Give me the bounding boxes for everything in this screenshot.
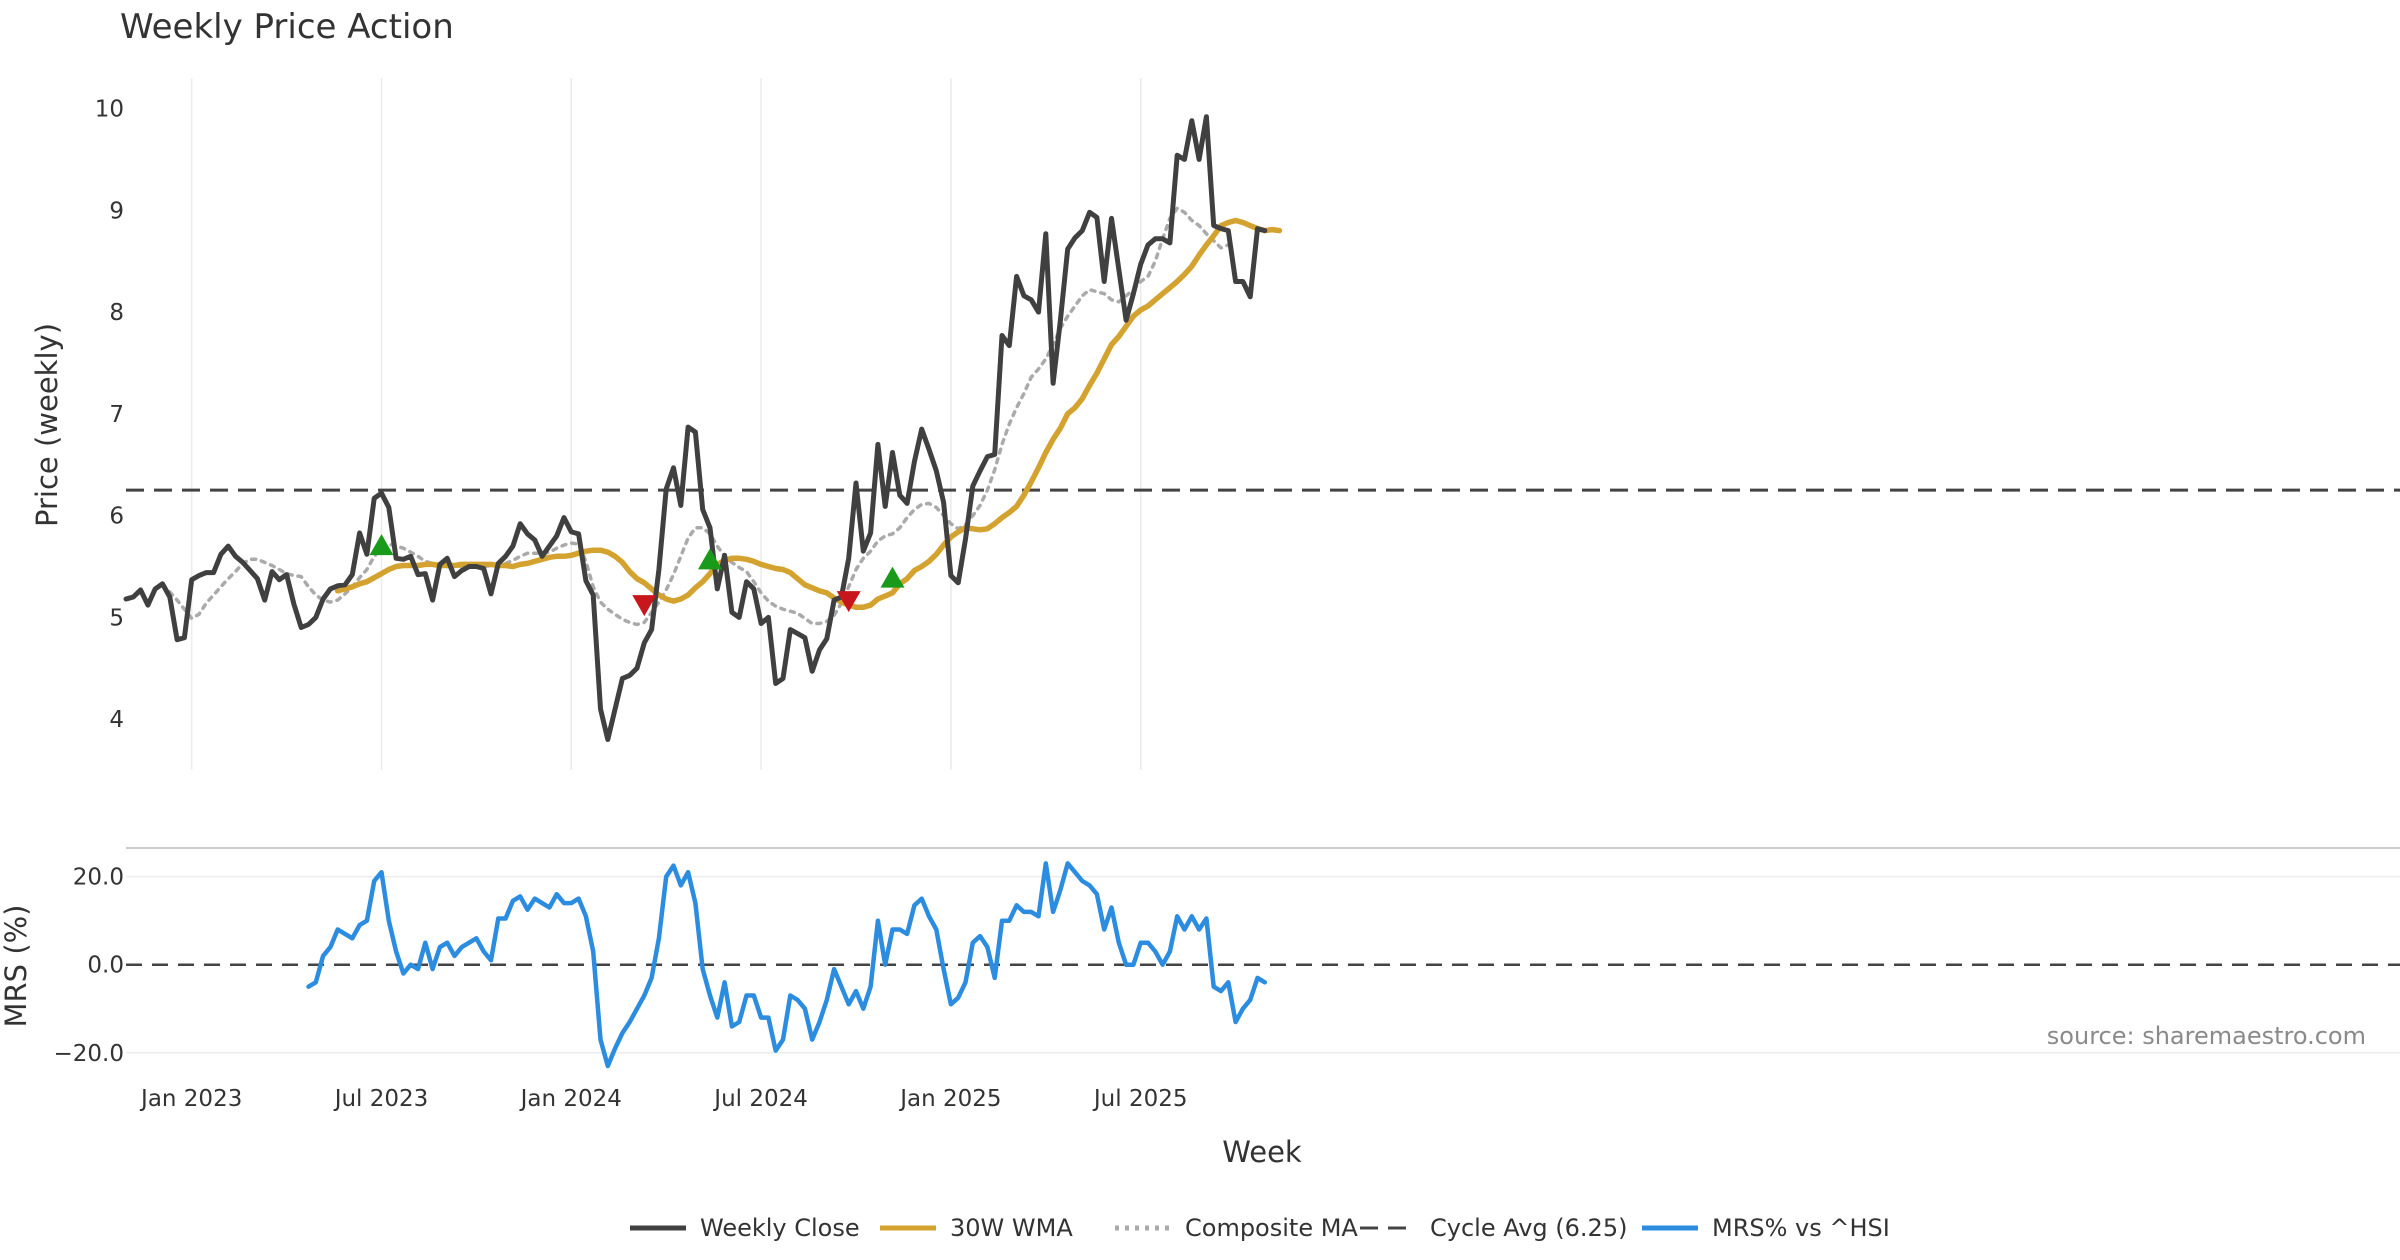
price-y-tick-label: 5	[109, 605, 124, 631]
price-panel: 4 5 6 7 8 9 10	[95, 78, 2400, 770]
legend-item: Cycle Avg (6.25)	[1360, 1214, 1627, 1242]
x-tick-label: Jan 2025	[898, 1086, 1001, 1112]
price-y-tick-label: 7	[109, 402, 124, 428]
legend-label: MRS% vs ^HSI	[1712, 1214, 1890, 1242]
price-y-axis-title: Price (weekly)	[30, 323, 64, 527]
source-annotation: source: sharemaestro.com	[2047, 1022, 2366, 1050]
composite-ma-line	[168, 206, 1231, 627]
x-axis-title: Week	[1222, 1135, 1302, 1169]
x-tick-label: Jul 2023	[333, 1086, 429, 1112]
price-y-tick-label: 10	[95, 97, 124, 123]
x-tick-label: Jan 2024	[519, 1086, 622, 1112]
legend-item: MRS% vs ^HSI	[1642, 1214, 1890, 1242]
mrs-y-tick-label: −20.0	[54, 1041, 124, 1067]
legend-label: Weekly Close	[700, 1214, 860, 1242]
legend-item: 30W WMA	[880, 1214, 1073, 1242]
legend-label: Cycle Avg (6.25)	[1430, 1214, 1627, 1242]
x-tick-label: Jul 2025	[1092, 1086, 1188, 1112]
legend-item: Composite MA	[1115, 1214, 1358, 1242]
sell-signal-marker	[836, 591, 861, 613]
x-tick-label: Jul 2024	[712, 1086, 808, 1112]
price-y-tick-label: 9	[109, 198, 124, 224]
price-y-tick-label: 4	[109, 707, 124, 733]
mrs-y-tick-label: 0.0	[87, 953, 124, 979]
sell-signal-marker	[632, 595, 657, 617]
buy-signal-marker	[698, 548, 722, 570]
x-axis-ticks: Jan 2023 Jul 2023 Jan 2024 Jul 2024 Jan 2025…	[139, 1086, 1187, 1112]
chart-title: Weekly Price Action	[120, 7, 454, 47]
mrs-line	[306, 861, 1268, 1069]
legend-label: Composite MA	[1185, 1214, 1358, 1242]
mrs-y-tick-label: 20.0	[73, 865, 124, 891]
legend-label: 30W WMA	[950, 1214, 1073, 1242]
price-y-tick-label: 8	[109, 300, 124, 326]
price-y-tick-label: 6	[109, 504, 124, 530]
weekly-close-line	[123, 114, 1268, 742]
mrs-y-axis-title: MRS (%)	[0, 905, 33, 1028]
mrs-panel: −20.0 0.0 20.0	[54, 847, 2400, 1069]
chart-legend: Weekly Close 30W WMA Composite MA Cycle Avg…	[630, 1214, 1890, 1242]
legend-item: Weekly Close	[630, 1214, 860, 1242]
wma-30w-line	[334, 217, 1283, 610]
buy-signal-marker	[880, 566, 905, 588]
buy-signal-marker	[369, 534, 394, 556]
x-tick-label: Jan 2023	[139, 1086, 242, 1112]
